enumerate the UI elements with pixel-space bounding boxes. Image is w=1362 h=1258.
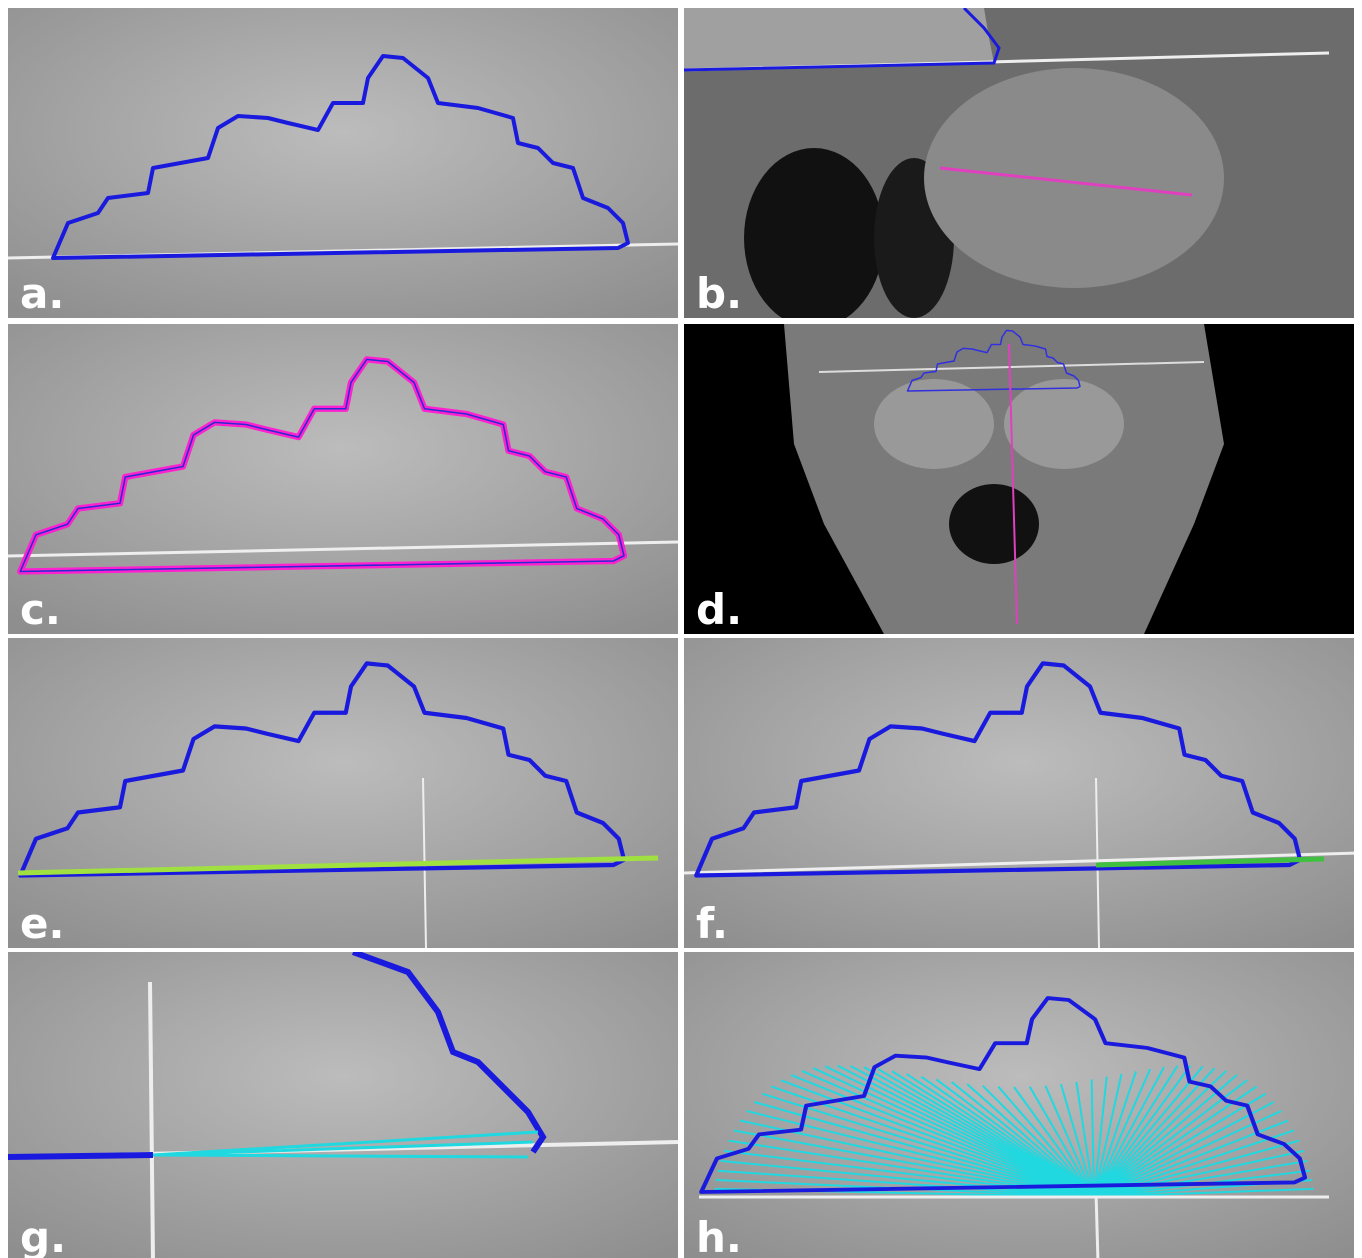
panel-label: f. — [696, 899, 728, 948]
panel-label: g. — [20, 1213, 66, 1258]
figure: a. b. c. d. e. — [0, 0, 1362, 1258]
panel-label: d. — [696, 585, 742, 634]
panel-label: e. — [20, 899, 64, 948]
panel-g: g. — [8, 952, 678, 1258]
panel-f: f. — [684, 638, 1358, 948]
panel-h: h. — [684, 952, 1358, 1258]
panel-c: c. — [8, 324, 678, 634]
panel-label: c. — [20, 585, 61, 634]
panel-d: d. — [684, 324, 1358, 634]
panel-label: b. — [696, 269, 742, 318]
panel-b: b. — [684, 8, 1358, 328]
panel-label: h. — [696, 1213, 742, 1258]
panel-label: a. — [20, 269, 64, 318]
panel-e: e. — [8, 638, 678, 948]
panel-a: a. — [8, 8, 678, 318]
